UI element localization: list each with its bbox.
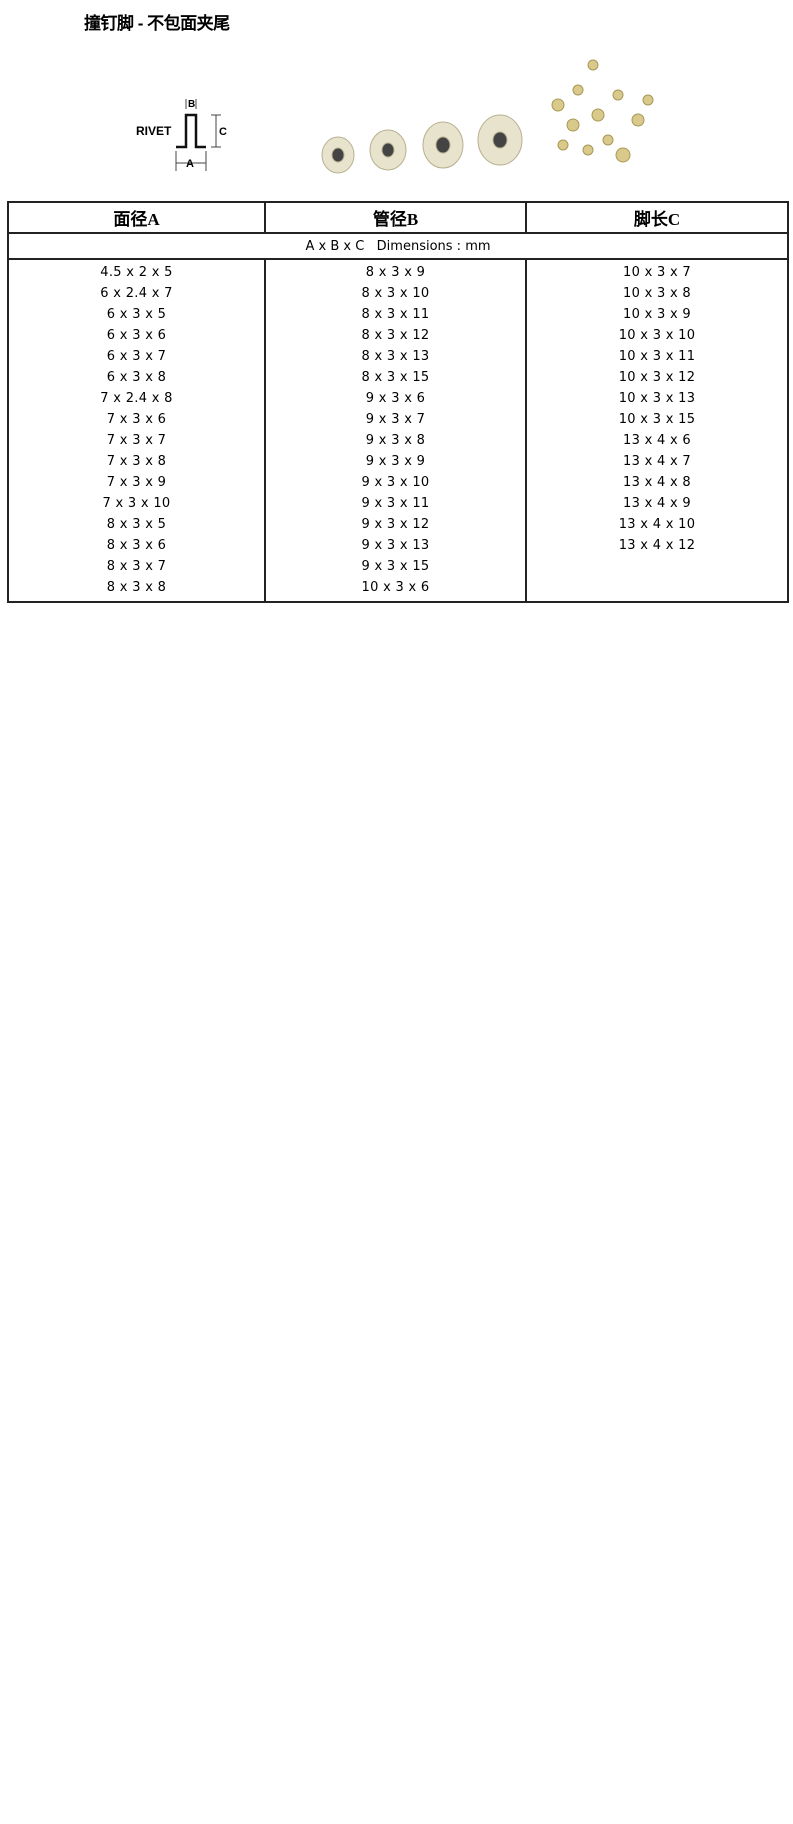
size-cell: 8 x 3 x 11 xyxy=(361,307,430,322)
size-cell: 10 x 3 x 11 xyxy=(618,349,696,364)
dimensions-label: A x B x C Dimensions : mm xyxy=(7,232,789,260)
size-cell: 9 x 3 x 9 xyxy=(365,454,426,469)
header-head-diameter: 面径A xyxy=(7,201,266,234)
size-cell: 6 x 3 x 8 xyxy=(106,370,167,385)
diagram-label-rivet: RIVET xyxy=(136,124,172,138)
size-cell: 9 x 3 x 7 xyxy=(365,412,426,427)
size-cell: 10 x 3 x 8 xyxy=(623,286,691,301)
size-cell: 8 x 3 x 5 xyxy=(106,517,167,532)
column-c: 10 x 3 x 7 10 x 3 x 8 10 x 3 x 9 10 x 3 x 1… xyxy=(525,258,789,603)
size-cell: 7 x 3 x 10 xyxy=(102,496,171,511)
size-cell: 6 x 2.4 x 7 xyxy=(100,286,173,301)
size-cell: 13 x 4 x 12 xyxy=(618,538,696,553)
rivets-photo xyxy=(321,59,654,174)
size-cell: 10 x 3 x 12 xyxy=(618,370,696,385)
size-cell: 13 x 4 x 8 xyxy=(623,475,691,490)
size-cell: 8 x 3 x 10 xyxy=(361,286,430,301)
size-cell: 9 x 3 x 13 xyxy=(361,538,430,553)
diagram-label-b: B xyxy=(188,99,195,110)
page-title: 撞钉脚 - 不包面夹尾 xyxy=(84,14,230,33)
size-cell: 6 x 3 x 6 xyxy=(106,328,167,343)
size-cell: 6 x 3 x 7 xyxy=(106,349,167,364)
size-cell: 7 x 3 x 9 xyxy=(106,475,167,490)
size-cell: 10 x 3 x 15 xyxy=(618,412,696,427)
size-cell: 7 x 3 x 8 xyxy=(106,454,167,469)
size-cell: 10 x 3 x 6 xyxy=(361,580,430,595)
rivet-size-table: 面径A 管径B 脚长C A x B x C Dimensions : mm 4.… xyxy=(7,201,789,603)
size-cell: 8 x 3 x 15 xyxy=(361,370,430,385)
size-cell: 10 x 3 x 13 xyxy=(618,391,696,406)
diagram-label-a: A xyxy=(186,158,194,170)
size-cell: 9 x 3 x 11 xyxy=(361,496,430,511)
column-b: 8 x 3 x 9 8 x 3 x 10 8 x 3 x 11 8 x 3 x 12 8… xyxy=(264,258,527,603)
size-cell: 8 x 3 x 8 xyxy=(106,580,167,595)
size-cell: 7 x 3 x 6 xyxy=(106,412,167,427)
size-cell: 4.5 x 2 x 5 xyxy=(100,265,173,280)
column-a: 4.5 x 2 x 5 6 x 2.4 x 7 6 x 3 x 5 6 x 3 x 6… xyxy=(7,258,266,603)
size-cell: 10 x 3 x 9 xyxy=(623,307,691,322)
size-cell: 8 x 3 x 12 xyxy=(361,328,430,343)
size-cell: 7 x 3 x 7 xyxy=(106,433,167,448)
size-cell: 9 x 3 x 10 xyxy=(361,475,430,490)
size-cell: 8 x 3 x 13 xyxy=(361,349,430,364)
size-cell: 13 x 4 x 7 xyxy=(623,454,691,469)
size-cell: 9 x 3 x 15 xyxy=(361,559,430,574)
size-cell: 10 x 3 x 10 xyxy=(618,328,696,343)
header-tube-diameter: 管径B xyxy=(264,201,527,234)
size-cell: 10 x 3 x 7 xyxy=(623,265,691,280)
size-cell: 9 x 3 x 8 xyxy=(365,433,426,448)
header-leg-length: 脚长C xyxy=(525,201,789,234)
size-cell: 9 x 3 x 6 xyxy=(365,391,426,406)
size-cell: 8 x 3 x 9 xyxy=(365,265,426,280)
size-cell: 6 x 3 x 5 xyxy=(106,307,167,322)
size-cell: 7 x 2.4 x 8 xyxy=(100,391,173,406)
rivet-dimension-diagram: RIVET B C A xyxy=(136,99,227,171)
diagram-label-c: C xyxy=(219,126,227,138)
size-cell: 13 x 4 x 9 xyxy=(623,496,691,511)
size-cell: 9 x 3 x 12 xyxy=(361,517,430,532)
size-cell: 8 x 3 x 7 xyxy=(106,559,167,574)
size-cell: 8 x 3 x 6 xyxy=(106,538,167,553)
size-cell: 13 x 4 x 10 xyxy=(618,517,696,532)
size-cell: 13 x 4 x 6 xyxy=(623,433,691,448)
